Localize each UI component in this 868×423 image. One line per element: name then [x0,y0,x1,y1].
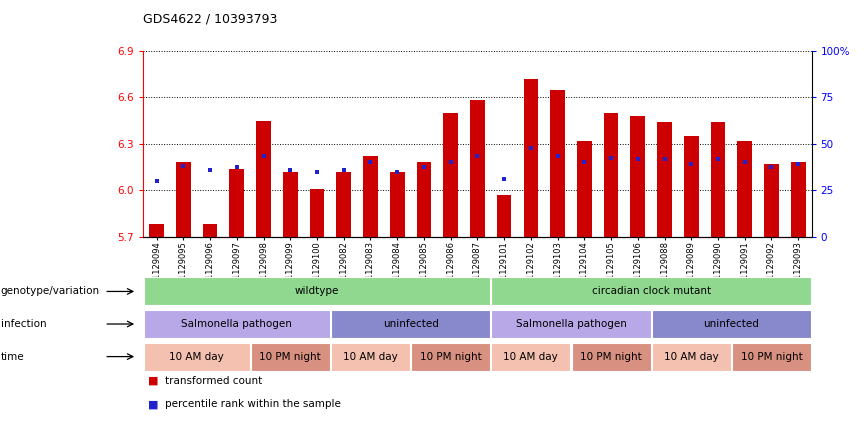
Text: wildtype: wildtype [295,286,339,297]
Text: 10 PM night: 10 PM night [580,352,642,362]
Bar [791,162,806,237]
Text: Salmonella pathogen: Salmonella pathogen [516,319,627,329]
Text: Salmonella pathogen: Salmonella pathogen [181,319,293,329]
Text: 10 AM day: 10 AM day [664,352,719,362]
Bar [604,113,618,237]
Bar [496,195,511,237]
Bar [652,343,731,371]
Text: transformed count: transformed count [165,376,262,386]
Text: 10 AM day: 10 AM day [503,352,558,362]
Bar [251,343,330,371]
Bar [491,343,570,371]
Bar [390,172,404,237]
Bar [411,343,490,371]
Bar [337,172,351,237]
Bar [491,310,651,338]
Bar [470,100,484,237]
Bar [652,310,811,338]
Bar [523,79,538,237]
Bar [144,310,330,338]
Text: time: time [1,352,24,362]
Bar [711,122,726,237]
Bar [571,343,651,371]
Bar [331,343,410,371]
Text: percentile rank within the sample: percentile rank within the sample [165,399,341,409]
Text: ■: ■ [148,399,158,409]
Bar [491,277,811,305]
Text: 10 AM day: 10 AM day [343,352,398,362]
Text: GDS4622 / 10393793: GDS4622 / 10393793 [143,13,278,26]
Bar [550,90,565,237]
Bar [363,156,378,237]
Bar [144,277,490,305]
Text: uninfected: uninfected [703,319,760,329]
Text: 10 PM night: 10 PM night [740,352,802,362]
Bar [203,225,217,237]
Bar [229,169,244,237]
Bar [630,116,645,237]
Text: circadian clock mutant: circadian clock mutant [592,286,711,297]
Bar [176,162,191,237]
Text: infection: infection [1,319,47,329]
Bar [149,225,164,237]
Text: genotype/variation: genotype/variation [1,286,100,297]
Text: 10 PM night: 10 PM night [260,352,321,362]
Bar [732,343,811,371]
Bar [684,136,699,237]
Bar [764,164,779,237]
Text: ■: ■ [148,376,158,386]
Bar [144,343,250,371]
Bar [283,172,298,237]
Bar [657,122,672,237]
Bar [444,113,458,237]
Bar [738,141,752,237]
Bar [256,121,271,237]
Text: 10 AM day: 10 AM day [169,352,224,362]
Text: 10 PM night: 10 PM night [420,352,482,362]
Bar [310,189,325,237]
Bar [577,141,592,237]
Bar [331,310,490,338]
Bar [417,162,431,237]
Text: uninfected: uninfected [383,319,438,329]
